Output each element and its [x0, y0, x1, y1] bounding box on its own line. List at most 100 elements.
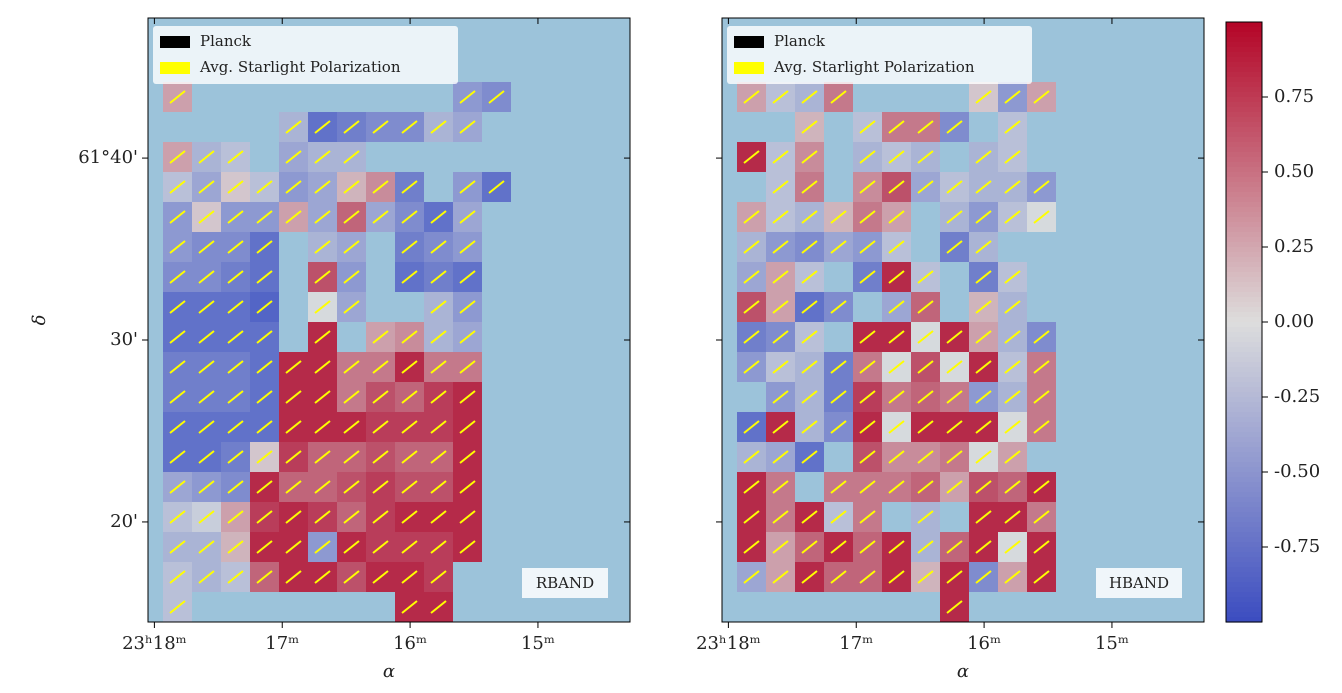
colorbar-segment — [1226, 232, 1262, 238]
legend-label: Avg. Starlight Polarization — [199, 58, 401, 76]
colorbar-segment — [1226, 412, 1262, 418]
colorbar-tick-label: 0.75 — [1274, 86, 1314, 107]
x-tick-label: 15ᵐ — [521, 633, 555, 654]
colorbar-segment — [1226, 112, 1262, 118]
legend-label: Avg. Starlight Polarization — [773, 58, 975, 76]
colorbar-segment — [1226, 527, 1262, 533]
colorbar-tick-label: -0.75 — [1274, 536, 1320, 557]
colorbar-segment — [1226, 297, 1262, 303]
colorbar-segment — [1226, 577, 1262, 583]
colorbar-tick-label: -0.50 — [1274, 461, 1320, 482]
colorbar-segment — [1226, 492, 1262, 498]
colorbar-segment — [1226, 262, 1262, 268]
colorbar-segment — [1226, 557, 1262, 563]
colorbar-segment — [1226, 582, 1262, 588]
colorbar-segment — [1226, 357, 1262, 363]
colorbar-segment — [1226, 152, 1262, 158]
colorbar-segment — [1226, 87, 1262, 93]
colorbar-segment — [1226, 472, 1262, 478]
colorbar-segment — [1226, 387, 1262, 393]
colorbar-segment — [1226, 517, 1262, 523]
colorbar-segment — [1226, 122, 1262, 128]
colorbar-segment — [1226, 192, 1262, 198]
colorbar-segment — [1226, 142, 1262, 148]
colorbar-segment — [1226, 127, 1262, 133]
colorbar-segment — [1226, 292, 1262, 298]
colorbar-segment — [1226, 137, 1262, 143]
colorbar-segment — [1226, 252, 1262, 258]
colorbar-segment — [1226, 567, 1262, 573]
colorbar-segment — [1226, 487, 1262, 493]
colorbar-tick-label: 0.00 — [1274, 311, 1314, 332]
legend-label: Planck — [774, 32, 826, 50]
colorbar-segment — [1226, 532, 1262, 538]
colorbar-segment — [1226, 187, 1262, 193]
x-tick-label: 16ᵐ — [967, 633, 1001, 654]
colorbar-segment — [1226, 597, 1262, 603]
y-axis-label: δ — [29, 315, 50, 326]
colorbar-segment — [1226, 42, 1262, 48]
colorbar-segment — [1226, 322, 1262, 328]
colorbar-segment — [1226, 267, 1262, 273]
x-tick-label: 15ᵐ — [1095, 633, 1129, 654]
colorbar-segment — [1226, 397, 1262, 403]
colorbar-segment — [1226, 537, 1262, 543]
colorbar-segment — [1226, 422, 1262, 428]
band-label: RBAND — [536, 574, 594, 592]
colorbar-segment — [1226, 442, 1262, 448]
colorbar-segment — [1226, 117, 1262, 123]
x-tick-label: 16ᵐ — [393, 633, 427, 654]
x-axis-label: α — [957, 661, 969, 682]
colorbar-segment — [1226, 212, 1262, 218]
colorbar-segment — [1226, 242, 1262, 248]
colorbar-segment — [1226, 612, 1262, 618]
colorbar-segment — [1226, 602, 1262, 608]
colorbar-segment — [1226, 272, 1262, 278]
y-tick-label: 20' — [110, 511, 138, 532]
colorbar-segment — [1226, 407, 1262, 413]
x-tick-label: 23ʰ18ᵐ — [122, 633, 187, 654]
colorbar-segment — [1226, 462, 1262, 468]
colorbar-segment — [1226, 287, 1262, 293]
colorbar-segment — [1226, 47, 1262, 53]
colorbar-segment — [1226, 552, 1262, 558]
y-tick-label: 61°40' — [78, 147, 138, 168]
colorbar-segment — [1226, 352, 1262, 358]
colorbar-segment — [1226, 482, 1262, 488]
colorbar-segment — [1226, 447, 1262, 453]
colorbar-segment — [1226, 587, 1262, 593]
colorbar-tick-label: -0.25 — [1274, 386, 1320, 407]
colorbar-segment — [1226, 32, 1262, 38]
colorbar-tick-label: 0.25 — [1274, 236, 1314, 257]
colorbar-segment — [1226, 147, 1262, 153]
colorbar-segment — [1226, 467, 1262, 473]
colorbar-segment — [1226, 107, 1262, 113]
colorbar-segment — [1226, 277, 1262, 283]
colorbar-segment — [1226, 222, 1262, 228]
colorbar-segment — [1226, 317, 1262, 323]
colorbar-segment — [1226, 172, 1262, 178]
colorbar-segment — [1226, 202, 1262, 208]
colorbar-segment — [1226, 57, 1262, 63]
x-axis-label: α — [383, 661, 395, 682]
band-label: HBAND — [1109, 574, 1169, 592]
colorbar-segment — [1226, 522, 1262, 528]
colorbar-segment — [1226, 52, 1262, 58]
legend-swatch — [160, 36, 190, 48]
colorbar-segment — [1226, 607, 1262, 613]
colorbar-segment — [1226, 207, 1262, 213]
colorbar-segment — [1226, 247, 1262, 253]
x-tick-label: 17ᵐ — [265, 633, 299, 654]
colorbar-segment — [1226, 337, 1262, 343]
colorbar-segment — [1226, 327, 1262, 333]
figure: 23ʰ18ᵐ17ᵐ16ᵐ15ᵐ61°40'30'20'αδPlanckAvg. … — [0, 0, 1342, 693]
colorbar-segment — [1226, 507, 1262, 513]
colorbar-segment — [1226, 182, 1262, 188]
colorbar-segment — [1226, 37, 1262, 43]
colorbar-segment — [1226, 362, 1262, 368]
colorbar-segment — [1226, 162, 1262, 168]
colorbar-segment — [1226, 227, 1262, 233]
colorbar-segment — [1226, 502, 1262, 508]
colorbar-segment — [1226, 92, 1262, 98]
legend-swatch — [734, 36, 764, 48]
